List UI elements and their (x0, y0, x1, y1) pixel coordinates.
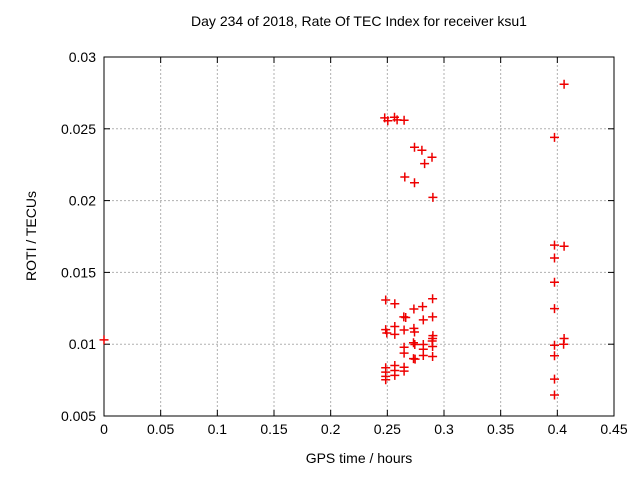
x-tick-label: 0.45 (600, 421, 627, 437)
y-axis-label: ROTI / TECUs (23, 191, 39, 281)
x-tick-label: 0.25 (374, 421, 401, 437)
x-axis-label: GPS time / hours (305, 450, 413, 466)
x-tick-label: 0.2 (321, 421, 341, 437)
data-points (99, 79, 569, 400)
y-tick-label: 0.015 (61, 264, 96, 280)
x-tick-label: 0.05 (147, 421, 174, 437)
x-tick-label: 0.15 (260, 421, 287, 437)
y-tick-label: 0.005 (61, 408, 96, 424)
y-tick-label: 0.02 (69, 193, 96, 209)
x-tick-label: 0.1 (208, 421, 228, 437)
x-tick-label: 0.3 (434, 421, 454, 437)
y-tick-label: 0.03 (69, 49, 96, 65)
x-tick-label: 0.35 (487, 421, 514, 437)
plot-border (103, 56, 615, 417)
x-tick-label: 0.4 (548, 421, 568, 437)
y-tick-label: 0.01 (69, 336, 96, 352)
chart-title: Day 234 of 2018, Rate Of TEC Index for r… (191, 13, 527, 29)
y-tick-label: 0.025 (61, 121, 96, 137)
x-tick-label: 0 (100, 421, 108, 437)
